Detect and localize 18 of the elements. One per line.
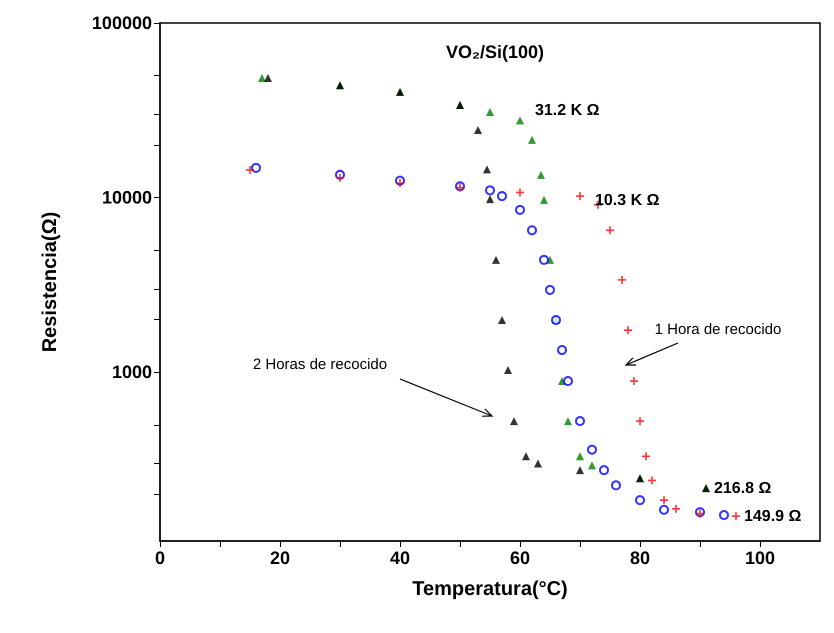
annotation: 149.9 Ω xyxy=(744,508,802,526)
annotation: 10.3 K Ω xyxy=(595,192,660,209)
annotation: 2 Horas de recocido xyxy=(252,356,388,373)
text: VO₂/Si(100) xyxy=(446,42,544,62)
x-tick-label: 60 xyxy=(510,548,530,568)
y-axis-title: Resistencia(Ω) xyxy=(39,212,61,352)
y-tick-label: 1000 xyxy=(112,362,152,382)
x-axis-title: Temperatura(°C) xyxy=(412,578,568,600)
annotation: 216.8 Ω xyxy=(714,480,772,498)
annotation: 31.2 K Ω xyxy=(535,102,600,119)
x-tick-label: 40 xyxy=(390,548,410,568)
x-tick-label: 20 xyxy=(270,548,290,568)
y-tick-label: 10000 xyxy=(102,188,152,208)
x-tick-label: 100 xyxy=(744,548,776,568)
annotation: 1 Hora de recocido xyxy=(654,321,782,338)
y-tick-label: 100000 xyxy=(92,13,152,33)
x-tick-label: 0 xyxy=(154,548,166,568)
x-tick-label: 80 xyxy=(630,548,650,568)
